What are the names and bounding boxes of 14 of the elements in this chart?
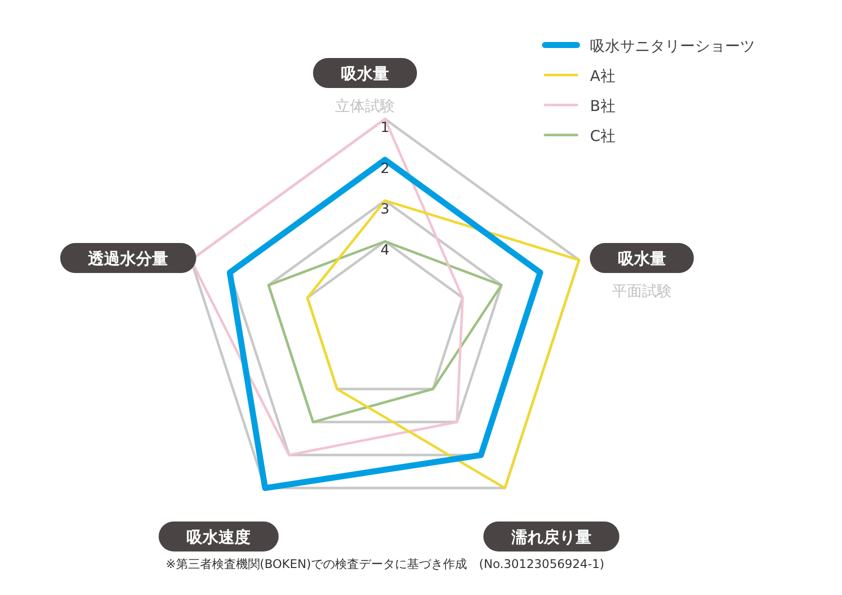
spoke-label: 吸水量立体試験	[335, 64, 395, 115]
legend-label: C社	[590, 127, 616, 145]
y-tick-label: 2	[380, 160, 390, 177]
spoke-label: 濡れ戻り量	[510, 527, 592, 546]
y-tick-label: 4	[380, 242, 390, 258]
y-tick-label: 3	[380, 202, 390, 218]
spoke-label: 吸水速度	[186, 527, 251, 546]
spoke-label: 吸水量平面試験	[612, 249, 672, 300]
text: ※第三者検査機関(BOKEN)での検査データに基づき作成 (No.30123056924-1)	[166, 557, 604, 571]
legend-label: 吸水サニタリーショーツ	[590, 37, 755, 55]
y-tick-label: 1	[380, 120, 390, 136]
spoke-label: 透過水分量	[87, 249, 168, 268]
legend-label: B社	[590, 97, 616, 115]
legend-label: A社	[590, 67, 616, 85]
